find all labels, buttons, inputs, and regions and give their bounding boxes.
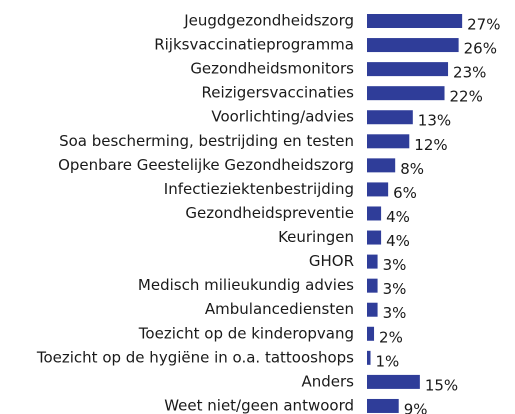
category-label: Medisch milieukundig advies bbox=[138, 276, 354, 294]
category-label: Rijksvaccinatieprogramma bbox=[154, 36, 354, 54]
category-label: Openbare Geestelijke Gezondheidszorg bbox=[58, 156, 354, 174]
value-label: 23% bbox=[453, 64, 486, 82]
bar bbox=[367, 302, 378, 317]
bar bbox=[367, 206, 382, 221]
category-label: GHOR bbox=[309, 252, 354, 270]
category-label: Gezondheidsmonitors bbox=[190, 60, 354, 78]
bar bbox=[367, 86, 445, 101]
value-label: 3% bbox=[383, 256, 407, 274]
value-label: 12% bbox=[414, 136, 447, 154]
bar bbox=[367, 398, 399, 413]
value-label: 2% bbox=[379, 328, 403, 346]
value-label: 26% bbox=[464, 40, 497, 58]
bar bbox=[367, 230, 382, 245]
category-label: Weet niet/geen antwoord bbox=[164, 396, 354, 414]
value-label: 3% bbox=[383, 304, 407, 322]
value-label: 6% bbox=[393, 184, 417, 202]
category-label: Ambulancediensten bbox=[205, 300, 354, 318]
value-label: 4% bbox=[386, 208, 410, 226]
category-label: Soa bescherming, bestrijding en testen bbox=[59, 132, 354, 150]
value-label: 13% bbox=[418, 112, 451, 130]
value-label: 4% bbox=[386, 232, 410, 250]
bar bbox=[367, 182, 389, 197]
category-label: Anders bbox=[302, 372, 355, 390]
bar bbox=[367, 374, 420, 389]
bar bbox=[367, 158, 396, 173]
category-label: Infectieziektenbestrijding bbox=[164, 180, 354, 198]
value-label: 3% bbox=[383, 280, 407, 298]
bar bbox=[367, 254, 378, 269]
value-label: 1% bbox=[376, 352, 400, 370]
value-label: 15% bbox=[425, 376, 458, 394]
category-label: Voorlichting/advies bbox=[211, 108, 354, 126]
value-label: 22% bbox=[450, 88, 483, 106]
category-label: Keuringen bbox=[278, 228, 354, 246]
category-label: Gezondheidspreventie bbox=[185, 204, 354, 222]
bar bbox=[367, 326, 375, 341]
bar bbox=[367, 62, 449, 77]
bar bbox=[367, 350, 371, 365]
category-label: Reizigersvaccinaties bbox=[202, 84, 355, 102]
category-label: Jeugdgezondheidszorg bbox=[183, 12, 354, 30]
bar bbox=[367, 38, 459, 53]
value-label: 8% bbox=[400, 160, 424, 178]
bar bbox=[367, 14, 463, 28]
category-label: Toezicht op de kinderopvang bbox=[138, 324, 354, 342]
bar bbox=[367, 278, 378, 293]
category-label: Toezicht op de hygiëne in o.a. tattoosho… bbox=[36, 348, 354, 366]
bar bbox=[367, 110, 413, 125]
value-label: 27% bbox=[467, 16, 500, 34]
value-label: 9% bbox=[404, 400, 428, 414]
bar bbox=[367, 134, 410, 149]
